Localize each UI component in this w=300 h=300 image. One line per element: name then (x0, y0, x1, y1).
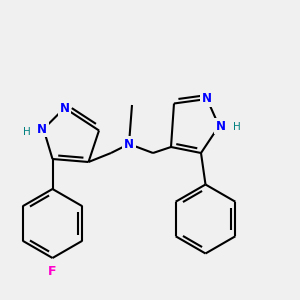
Text: N: N (202, 92, 212, 106)
Text: N: N (37, 122, 47, 136)
Text: N: N (215, 119, 226, 133)
Text: N: N (59, 101, 70, 115)
Text: N: N (124, 137, 134, 151)
Text: H: H (23, 127, 31, 137)
Text: H: H (233, 122, 241, 133)
Text: F: F (48, 265, 57, 278)
